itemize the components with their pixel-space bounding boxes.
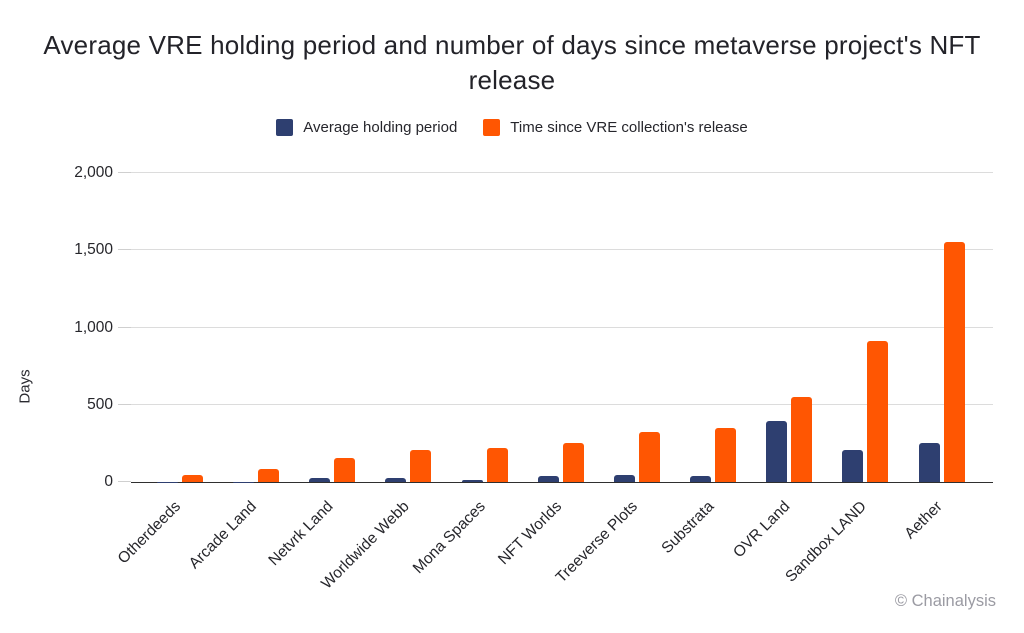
x-axis-label: Sandbox LAND	[781, 498, 870, 586]
bar-holding-period-nft-worlds	[537, 475, 559, 482]
y-tick-label: 1,500	[74, 241, 113, 259]
bar-time-since-release-arcade-land	[258, 468, 280, 482]
x-axis-label: Netvrk Land	[265, 498, 337, 570]
attribution: © Chainalysis	[894, 592, 996, 610]
y-tick-mark	[118, 481, 131, 482]
bar-time-since-release-worldwide-webb	[410, 450, 432, 482]
legend-swatch-navy	[276, 119, 294, 136]
x-axis-label: NFT Worlds	[494, 498, 565, 569]
x-axis-label: Arcade Land	[185, 498, 261, 573]
bar-holding-period-treeverse-plots	[613, 474, 635, 482]
bar-time-since-release-nft-worlds	[562, 443, 584, 482]
legend-label: Average holding period	[303, 119, 458, 136]
x-axis-label: Otherdeeds	[114, 498, 185, 568]
bar-time-since-release-sandbox-land	[867, 340, 889, 482]
x-axis-label: Treeverse Plots	[552, 498, 641, 587]
bar-time-since-release-substrata	[715, 427, 737, 482]
y-axis-title: Days	[16, 369, 34, 404]
legend-label: Time since VRE collection's release	[510, 119, 748, 136]
chart-title: Average VRE holding period and number of…	[43, 30, 981, 95]
bar-holding-period-sandbox-land	[842, 449, 864, 482]
x-axis-label: Aether	[901, 498, 946, 543]
y-tick-label: 0	[104, 473, 113, 490]
y-tick-mark	[118, 326, 131, 328]
y-tick-label: 1,000	[74, 318, 113, 336]
x-axis-line	[131, 481, 993, 483]
legend-item-average-holding-period: Average holding period	[276, 119, 457, 136]
legend: Average holding period Time since VRE co…	[0, 119, 1024, 136]
legend-item-time-since-release: Time since VRE collection's release	[483, 119, 748, 136]
bar-holding-period-ovr-land	[766, 420, 788, 482]
bar-time-since-release-ovr-land	[791, 396, 813, 482]
x-axis-label: Substrata	[658, 498, 718, 557]
gridline-1500	[131, 249, 993, 251]
bar-holding-period-netvrk-land	[309, 478, 331, 482]
gridline-500	[131, 403, 993, 405]
gridline-2000	[131, 172, 993, 173]
x-axis-label: Mona Spaces	[409, 498, 489, 578]
y-tick-mark	[118, 403, 131, 405]
bar-time-since-release-aether	[943, 242, 965, 482]
legend-swatch-orange	[483, 119, 501, 136]
y-tick-label: 2,000	[74, 164, 113, 181]
gridline-1000	[131, 326, 993, 328]
y-tick-mark	[118, 172, 131, 173]
plot-area: 0 500 1,000 1,500 2,000 Otherdeeds Arcade Land…	[74, 164, 993, 592]
bar-holding-period-aether	[918, 443, 940, 482]
y-tick-mark	[118, 249, 131, 251]
x-axis-label: OVR Land	[730, 498, 794, 562]
bar-time-since-release-mona-spaces	[486, 447, 508, 482]
bar-time-since-release-netvrk-land	[334, 457, 356, 482]
bar-holding-period-mona-spaces	[461, 479, 483, 482]
y-tick-label: 500	[87, 395, 113, 413]
bar-time-since-release-treeverse-plots	[638, 432, 660, 482]
bar-holding-period-substrata	[690, 475, 712, 482]
bar-time-since-release-otherdeeds	[182, 474, 203, 482]
bar-holding-period-worldwide-webb	[385, 477, 407, 482]
